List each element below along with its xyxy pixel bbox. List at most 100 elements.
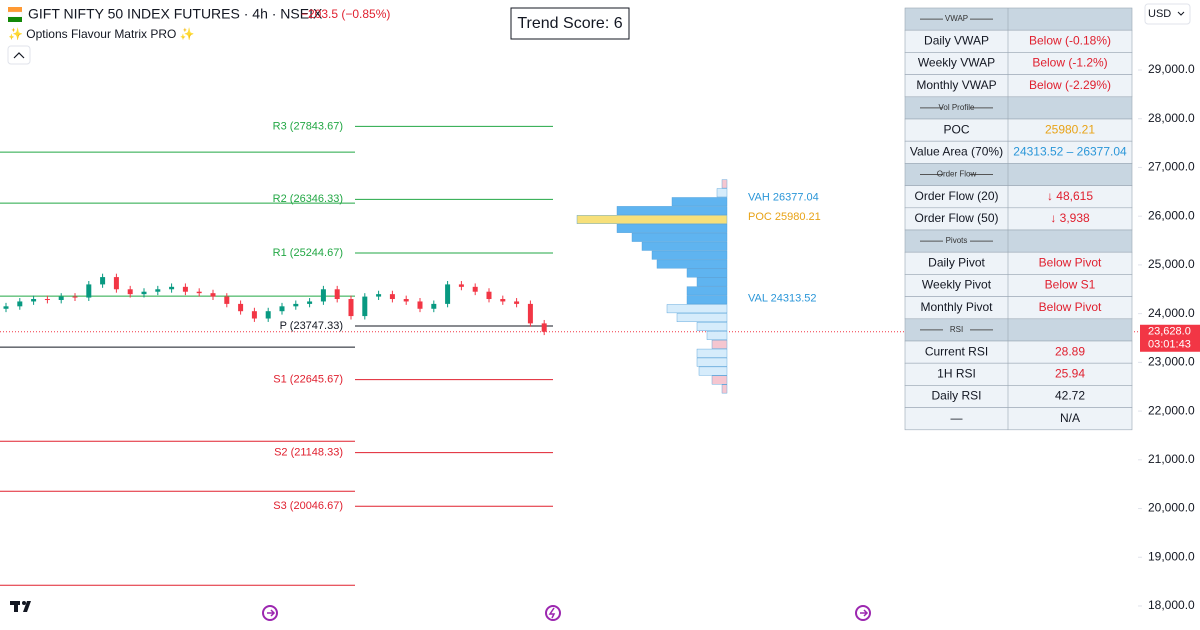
level-label: S3 (20046.67) [273,500,343,512]
candle-body [238,303,244,312]
y-tick-label: 25,000.0 [1148,257,1195,271]
row-label: 1H RSI [937,366,976,380]
candle-body [58,296,64,300]
row-value: Below (-2.29%) [1029,78,1111,92]
row-value: 42.72 [1055,389,1085,403]
candle-body [251,311,257,319]
row-value: Below (-1.2%) [1032,56,1107,70]
indicator-name: ✨ Options Flavour Matrix PRO ✨ [8,27,195,41]
candle-body [527,303,533,324]
flag-icon [7,7,23,22]
currency: USD [1148,8,1171,20]
profile-bar [716,188,728,198]
row-value: 28.89 [1055,344,1085,358]
profile-bar [696,348,728,358]
candle-body [376,294,382,297]
profile-label: VAL 24313.52 [748,292,817,304]
candle-body [169,286,175,290]
candle-body [445,284,451,304]
y-tick-label: 22,000.0 [1148,403,1195,417]
level-label: S1 (22645.67) [273,374,343,386]
table-row [904,407,1133,431]
candle-body [389,294,395,300]
price-tag-label: 23,628.0 [1148,326,1191,338]
y-tick-label: 19,000.0 [1148,549,1195,563]
y-tick-label: 24,000.0 [1148,306,1195,320]
candle-body [72,296,78,298]
y-tick-label: 28,000.0 [1148,111,1195,125]
row-label: Weekly Pivot [922,278,992,292]
profile-bar [671,197,728,207]
profile-bar [616,224,728,233]
candle-body [279,306,285,312]
y-tick-label: 18,000.0 [1148,598,1195,612]
candle-body [224,296,230,304]
candle-body [210,293,216,297]
candle-body [486,291,492,300]
candle-body [431,303,437,309]
profile-label: VAH 26377.04 [748,192,819,204]
row-label: Daily RSI [931,389,981,403]
price-change: −203.5 (−0.85%) [301,7,390,21]
profile-bar [711,339,728,349]
candle-body [541,323,547,332]
profile-bar [666,304,728,314]
candle-body [514,301,520,304]
y-tick-label: 29,000.0 [1148,62,1195,76]
candle-body [100,277,106,285]
row-label: Daily Pivot [928,255,985,269]
currency-select[interactable] [1144,3,1191,25]
profile-bar [696,277,728,287]
profile-bar [576,215,728,224]
candle-body [196,291,202,294]
candle-body [458,284,464,287]
collapse-icon [13,52,25,59]
tv-logo [10,601,31,612]
candle-body [403,299,409,302]
level-label: R1 (25244.67) [273,247,343,259]
row-value: Below Pivot [1039,300,1102,314]
row-value: Below Pivot [1039,255,1102,269]
symbol-title: GIFT NIFTY 50 INDEX FUTURES · 4h · NSEIX [28,6,323,22]
candle-body [86,284,92,298]
candle-body [113,277,119,290]
candle-body [141,291,147,295]
candle-body [3,306,9,309]
candle-body [31,299,37,302]
profile-bar [676,313,728,323]
profile-bar [706,331,728,340]
candle-body [472,286,478,292]
profile-label: POC 25980.21 [748,211,821,223]
event-icons[interactable] [262,605,871,621]
profile-bar [686,268,728,278]
candle-body [362,296,368,317]
level-label: P (23747.33) [280,320,343,332]
trend-box [510,7,630,40]
row-label: Weekly VWAP [918,56,995,70]
candle-body [320,289,326,302]
section-title: RSI [950,325,963,334]
section-title: Vol Profile [938,103,975,112]
collapse-button[interactable] [7,45,31,65]
y-tick-label: 23,000.0 [1148,355,1195,369]
profile-bar [631,232,728,242]
section-title: Order Flow [937,170,977,179]
trend-score: Trend Score: 6 [517,15,622,32]
candle-body [307,301,313,304]
row-label: Order Flow (20) [914,189,998,203]
profile-bar [656,259,728,269]
y-tick-label: 27,000.0 [1148,160,1195,174]
price-tag [1140,324,1200,352]
profile-bar [686,286,728,296]
row-label: — [951,411,963,425]
candle-body [500,299,506,302]
level-label: S2 (21148.33) [274,446,343,458]
currency-caret [1177,11,1185,16]
row-label: POC [943,122,969,136]
row-value: 24313.52 – 26377.04 [1013,144,1127,158]
candle-body [417,301,423,309]
candle-body [293,303,299,307]
profile-bar [696,322,728,331]
row-label: Order Flow (50) [914,211,998,225]
